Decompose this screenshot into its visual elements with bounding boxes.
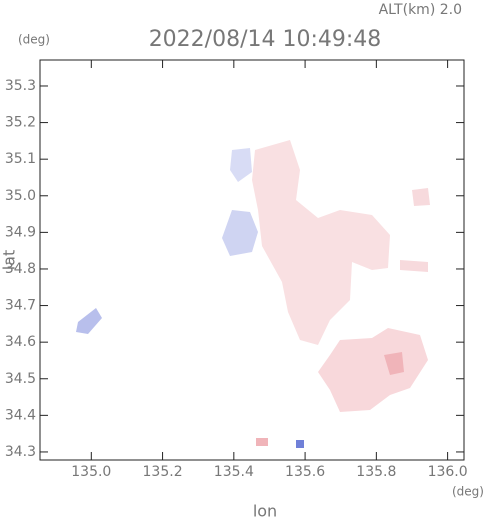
y-tick-label: 35.3	[5, 78, 36, 94]
altitude: ALT(km) 2.0	[379, 2, 462, 18]
chart-title: 2022/08/14 10:49:48	[149, 27, 382, 52]
y-label: lat	[0, 250, 19, 271]
y-tick-label: 34.5	[5, 371, 36, 387]
y-tick-label: 34.9	[5, 224, 36, 240]
y-tick-label: 34.7	[5, 298, 36, 314]
y-tick-label: 34.8	[5, 261, 36, 277]
x-tick-label: 135.6	[285, 464, 325, 480]
x-tick-label: 135.4	[214, 464, 254, 480]
plot-frame	[39, 59, 465, 461]
x-label: lon	[253, 502, 277, 521]
y-tick-label: 35.2	[5, 115, 36, 131]
x-tick-label: 136.0	[428, 464, 468, 480]
y-tick-label: 34.6	[5, 334, 36, 350]
y-tick-label: 35.1	[5, 151, 36, 167]
x-tick-label: 135.8	[356, 464, 396, 480]
x-unit: (deg)	[452, 485, 484, 499]
y-tick-label: 34.3	[5, 444, 36, 460]
x-tick-label: 135.2	[143, 464, 183, 480]
echoes	[76, 140, 430, 448]
y-tick-label: 34.4	[5, 407, 36, 423]
y-tick-label: 35.0	[5, 188, 36, 204]
x-tick-label: 135.0	[71, 464, 111, 480]
y-unit: (deg)	[18, 33, 50, 47]
